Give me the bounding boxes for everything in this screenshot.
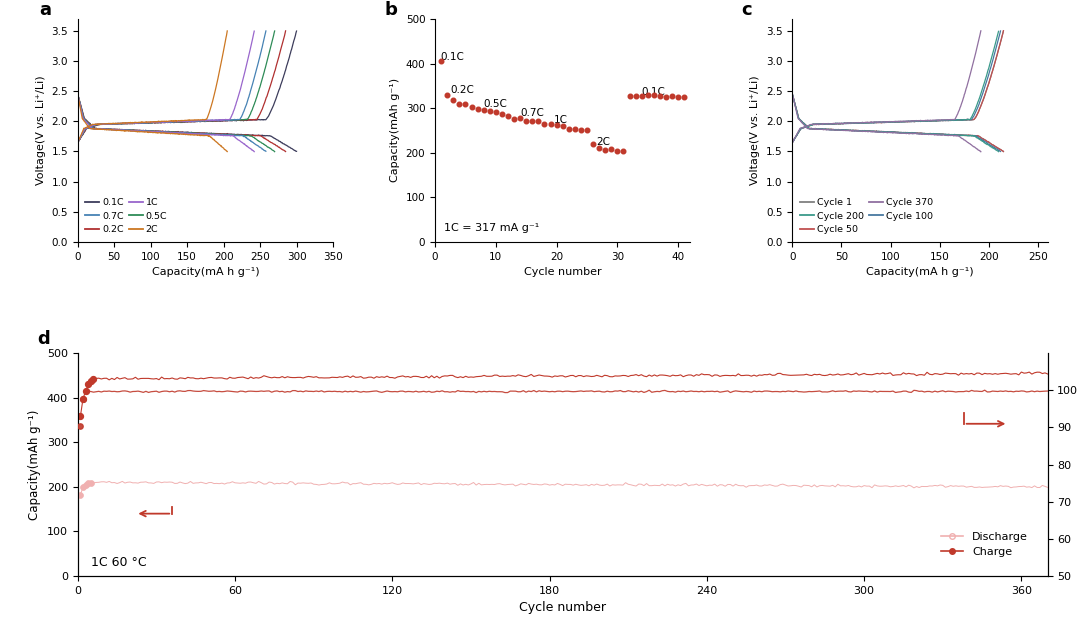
Point: [676, 92, 693, 102]
X-axis label: Capacity(mA h g⁻¹): Capacity(mA h g⁻¹): [151, 267, 259, 277]
Y-axis label: Voltage(V vs. Li⁺/Li): Voltage(V vs. Li⁺/Li): [751, 75, 760, 185]
Point: [80, 379, 97, 389]
Point: [432, 56, 449, 66]
Text: 0.1C: 0.1C: [642, 87, 665, 97]
Y-axis label: Voltage(V vs. Li⁺/Li): Voltage(V vs. Li⁺/Li): [36, 75, 45, 185]
Point: [75, 394, 92, 404]
Text: 1C 60 °C: 1C 60 °C: [91, 556, 147, 569]
Y-axis label: Capacity(mAh g⁻¹): Capacity(mAh g⁻¹): [390, 78, 401, 182]
Point: [572, 125, 590, 135]
Point: [71, 420, 89, 430]
X-axis label: Capacity(mA h g⁻¹): Capacity(mA h g⁻¹): [866, 267, 974, 277]
Text: b: b: [384, 1, 397, 18]
Point: [438, 90, 456, 100]
Text: 0.1C: 0.1C: [440, 52, 463, 62]
Point: [82, 478, 99, 488]
Point: [603, 144, 620, 154]
Point: [505, 114, 523, 124]
Point: [82, 376, 99, 386]
Point: [542, 119, 559, 129]
Y-axis label: Capacity(mAh g⁻¹): Capacity(mAh g⁻¹): [28, 410, 41, 520]
Point: [457, 99, 474, 110]
Point: [85, 373, 103, 384]
Point: [463, 102, 481, 112]
Point: [529, 115, 546, 125]
Point: [536, 118, 553, 128]
Point: [645, 91, 662, 101]
Point: [77, 480, 94, 490]
Point: [71, 411, 89, 422]
Text: 1C: 1C: [554, 115, 568, 125]
Text: 0.2C: 0.2C: [450, 85, 474, 94]
Point: [663, 91, 680, 101]
Point: [615, 146, 632, 156]
Point: [524, 116, 541, 126]
Point: [591, 143, 608, 153]
Point: [494, 109, 511, 119]
Text: 0.5C: 0.5C: [484, 99, 508, 109]
Point: [633, 91, 650, 101]
Point: [517, 116, 535, 126]
X-axis label: Cycle number: Cycle number: [519, 601, 606, 614]
Legend: Cycle 1, Cycle 200, Cycle 50, Cycle 370, Cycle 100: Cycle 1, Cycle 200, Cycle 50, Cycle 370,…: [797, 195, 935, 237]
Point: [554, 122, 571, 132]
Point: [75, 394, 92, 404]
Point: [445, 95, 462, 105]
Point: [487, 107, 504, 117]
Point: [561, 123, 578, 134]
Point: [621, 91, 638, 101]
Text: 1C = 317 mA g⁻¹: 1C = 317 mA g⁻¹: [444, 223, 539, 233]
Point: [71, 490, 89, 500]
Point: [77, 386, 94, 396]
Point: [627, 91, 645, 101]
Point: [651, 91, 669, 101]
Point: [499, 111, 516, 121]
Point: [450, 99, 468, 109]
Text: 0.7C: 0.7C: [521, 108, 544, 118]
Point: [469, 104, 486, 115]
Point: [670, 92, 687, 102]
Text: d: d: [37, 330, 50, 348]
Text: 2C: 2C: [596, 137, 610, 147]
Point: [512, 113, 529, 123]
Point: [658, 92, 675, 102]
Point: [475, 105, 492, 115]
X-axis label: Cycle number: Cycle number: [524, 267, 602, 277]
Point: [548, 120, 565, 130]
Point: [481, 106, 498, 116]
Point: [609, 146, 626, 156]
Legend: Discharge, Charge: Discharge, Charge: [936, 527, 1032, 561]
Point: [579, 125, 596, 135]
Point: [596, 145, 613, 155]
Text: c: c: [741, 1, 752, 18]
Legend: 0.1C, 0.7C, 0.2C, 1C, 0.5C, 2C: 0.1C, 0.7C, 0.2C, 1C, 0.5C, 2C: [82, 195, 171, 237]
Point: [80, 479, 97, 489]
Point: [566, 124, 583, 134]
Point: [639, 91, 657, 101]
Text: a: a: [40, 1, 52, 18]
Point: [584, 139, 602, 149]
Point: [75, 482, 92, 492]
